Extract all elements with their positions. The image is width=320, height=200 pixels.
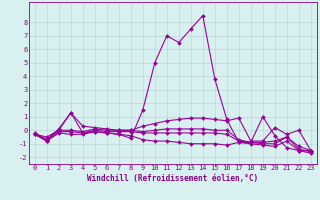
- X-axis label: Windchill (Refroidissement éolien,°C): Windchill (Refroidissement éolien,°C): [87, 174, 258, 183]
